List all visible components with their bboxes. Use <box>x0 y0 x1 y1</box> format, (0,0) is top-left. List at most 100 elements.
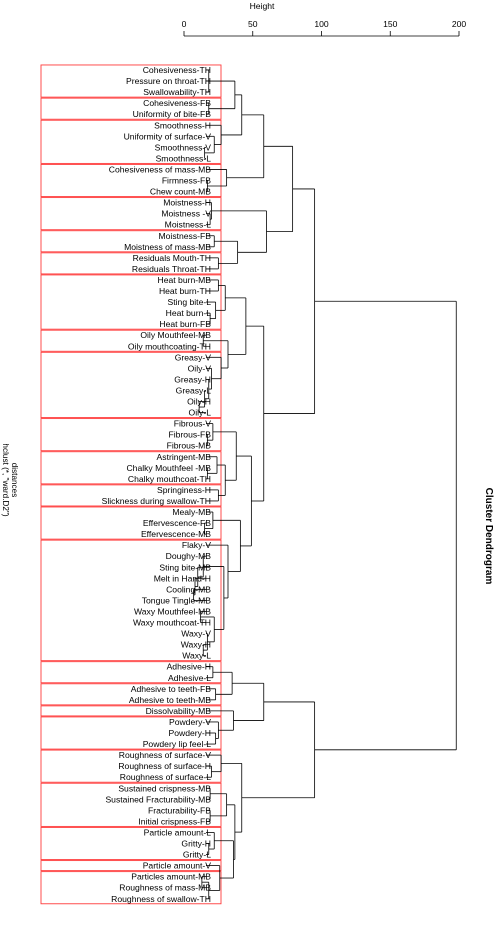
leaf-label: Astringent-MB <box>157 452 212 462</box>
cluster-box <box>40 163 222 198</box>
leaf-label: Moistness -V <box>161 209 211 219</box>
leaf-label: Springiness-H <box>157 485 211 495</box>
leaf-label: Waxy mouthcoat-TH <box>133 618 211 628</box>
leaf-label: Powdery-V <box>169 717 211 727</box>
x-axis-label: Height <box>250 1 275 11</box>
leaf-label: Fibrous-V <box>174 419 212 429</box>
leaf-label: Doughy-MB <box>166 551 212 561</box>
cluster-box <box>40 716 222 750</box>
leaf-label: Uniformity of surface-V <box>124 131 212 141</box>
chart-title: Cluster Dendrogram <box>483 488 494 585</box>
leaf-label: Firmness-FB <box>162 176 211 186</box>
leaf-label: Oily-H <box>187 397 211 407</box>
cluster-box <box>40 274 222 330</box>
cluster-box <box>40 539 222 662</box>
leaf-label: Moistness of mass-MB <box>124 242 211 252</box>
leaf-label: Pressure on throat-TH <box>126 76 211 86</box>
cluster-box <box>40 860 222 872</box>
cluster-box <box>40 826 222 861</box>
leaf-label: Slickness during swallow-TH <box>102 496 211 506</box>
cluster-box <box>40 197 222 231</box>
leaf-label: Effervescence-FB <box>143 518 211 528</box>
leaf-label: Greasy-V <box>175 352 212 362</box>
leaf-label: Heat burn-FB <box>159 319 211 329</box>
leaf-label: Residuals Throat-TH <box>132 264 211 274</box>
leaf-label: Roughness of surface-H <box>118 761 211 771</box>
leaf-label: Oily mouthcoating-TH <box>128 341 211 351</box>
side-label-distances: distances <box>10 463 19 498</box>
leaf-label: Smoothness-L <box>156 153 212 163</box>
x-tick-label: 0 <box>182 19 187 29</box>
dendrogram-tree <box>193 69 457 900</box>
leaf-label: Sting bite-MB <box>159 562 211 572</box>
x-tick-label: 100 <box>314 19 329 29</box>
leaf-label: Particle amount-L <box>144 827 212 837</box>
leaf-label: Uniformity of bite-FB <box>133 109 212 119</box>
leaf-label: Initial crispness-FB <box>138 816 211 826</box>
leaf-label: Adhesive-L <box>168 673 211 683</box>
leaf-label: Waxy-L <box>182 651 211 661</box>
leaf-label: Swallowability-TH <box>143 87 211 97</box>
x-tick-label: 150 <box>383 19 398 29</box>
leaf-label: Flaky-V <box>182 540 211 550</box>
leaf-label: Cooling-MB <box>166 584 211 594</box>
leaf-label: Adhesive to teeth-FB <box>131 684 212 694</box>
leaf-label: Chew count-MB <box>150 187 211 197</box>
cluster-box <box>40 782 222 827</box>
leaf-label: Heat burn-MB <box>158 275 212 285</box>
cluster-box <box>40 451 222 485</box>
leaf-label: Powdery lip feel-L <box>143 739 212 749</box>
leaf-label: Moistness-L <box>165 220 212 230</box>
leaf-label: Sustained crispness-MB <box>118 783 211 793</box>
cluster-box <box>40 506 222 540</box>
leaf-label: Waxy-V <box>181 629 211 639</box>
leaf-label: Fibrous-MB <box>167 441 212 451</box>
leaf-label: Mealy-MB <box>172 507 211 517</box>
cluster-boxes <box>40 64 222 905</box>
leaf-label: Greasy-L <box>176 385 212 395</box>
leaf-label: Sting bite-L <box>168 297 212 307</box>
x-tick-label: 50 <box>248 19 258 29</box>
leaf-label: Oily-L <box>189 408 212 418</box>
cluster-box <box>40 418 222 452</box>
cluster-box <box>40 871 222 905</box>
cluster-box <box>40 351 222 419</box>
leaf-label: Adhesive-H <box>167 662 211 672</box>
leaf-label: Cohesiveness-TH <box>143 65 211 75</box>
leaf-label: Particles amount-MB <box>131 872 211 882</box>
leaf-label: Cohesiveness-FB <box>143 98 211 108</box>
side-label-method: hclust (*, "ward.D2") <box>1 443 10 516</box>
leaf-label: Chalky Mouthfeel -MB <box>126 463 211 473</box>
leaf-label: Waxy Mouthfeel-MB <box>134 606 211 616</box>
x-axis: 0 50 100 150 200 <box>182 19 467 37</box>
leaf-label: Powdery-H <box>168 728 211 738</box>
leaf-label: Oily Mouthfeel-MB <box>140 330 211 340</box>
leaf-label: Fibrous-FB <box>169 430 212 440</box>
leaf-label: Heat burn-TH <box>159 286 211 296</box>
leaf-label: Melt in Hand-H <box>154 573 211 583</box>
leaf-label: Roughness of swallow-TH <box>111 894 211 904</box>
leaf-label: Cohesiveness of mass-MB <box>109 164 211 174</box>
leaf-label: Smoothness-V <box>155 142 212 152</box>
leaf-label: Oily-V <box>188 363 212 373</box>
leaf-label: Gritty-H <box>181 839 211 849</box>
leaf-label: Tongue Tingle-MB <box>142 595 212 605</box>
leaf-label: Sustained Fracturability-MB <box>105 794 211 804</box>
leaf-label: Fracturability-FB <box>148 805 211 815</box>
leaf-label: Residuals Mouth-TH <box>133 253 211 263</box>
x-tick-label: 200 <box>452 19 467 29</box>
leaf-label: Waxy-H <box>181 640 211 650</box>
leaf-label: Roughness of mass-MB <box>119 883 211 893</box>
leaf-label: Roughness of surface-V <box>119 750 211 760</box>
leaf-label: Adhesive to teeth-MB <box>129 695 211 705</box>
leaf-label: Heat burn-L <box>166 308 212 318</box>
leaf-label: Dissolvability-MB <box>146 706 212 716</box>
leaf-label: Smoothness-H <box>154 120 211 130</box>
leaf-label: Gritty-L <box>183 850 211 860</box>
leaf-label: Roughness of surface-L <box>120 772 211 782</box>
leaf-label: Moistness-H <box>163 198 211 208</box>
leaf-label: Chalky mouthcoat-TH <box>128 474 211 484</box>
leaf-label: Greasy-H <box>174 374 211 384</box>
